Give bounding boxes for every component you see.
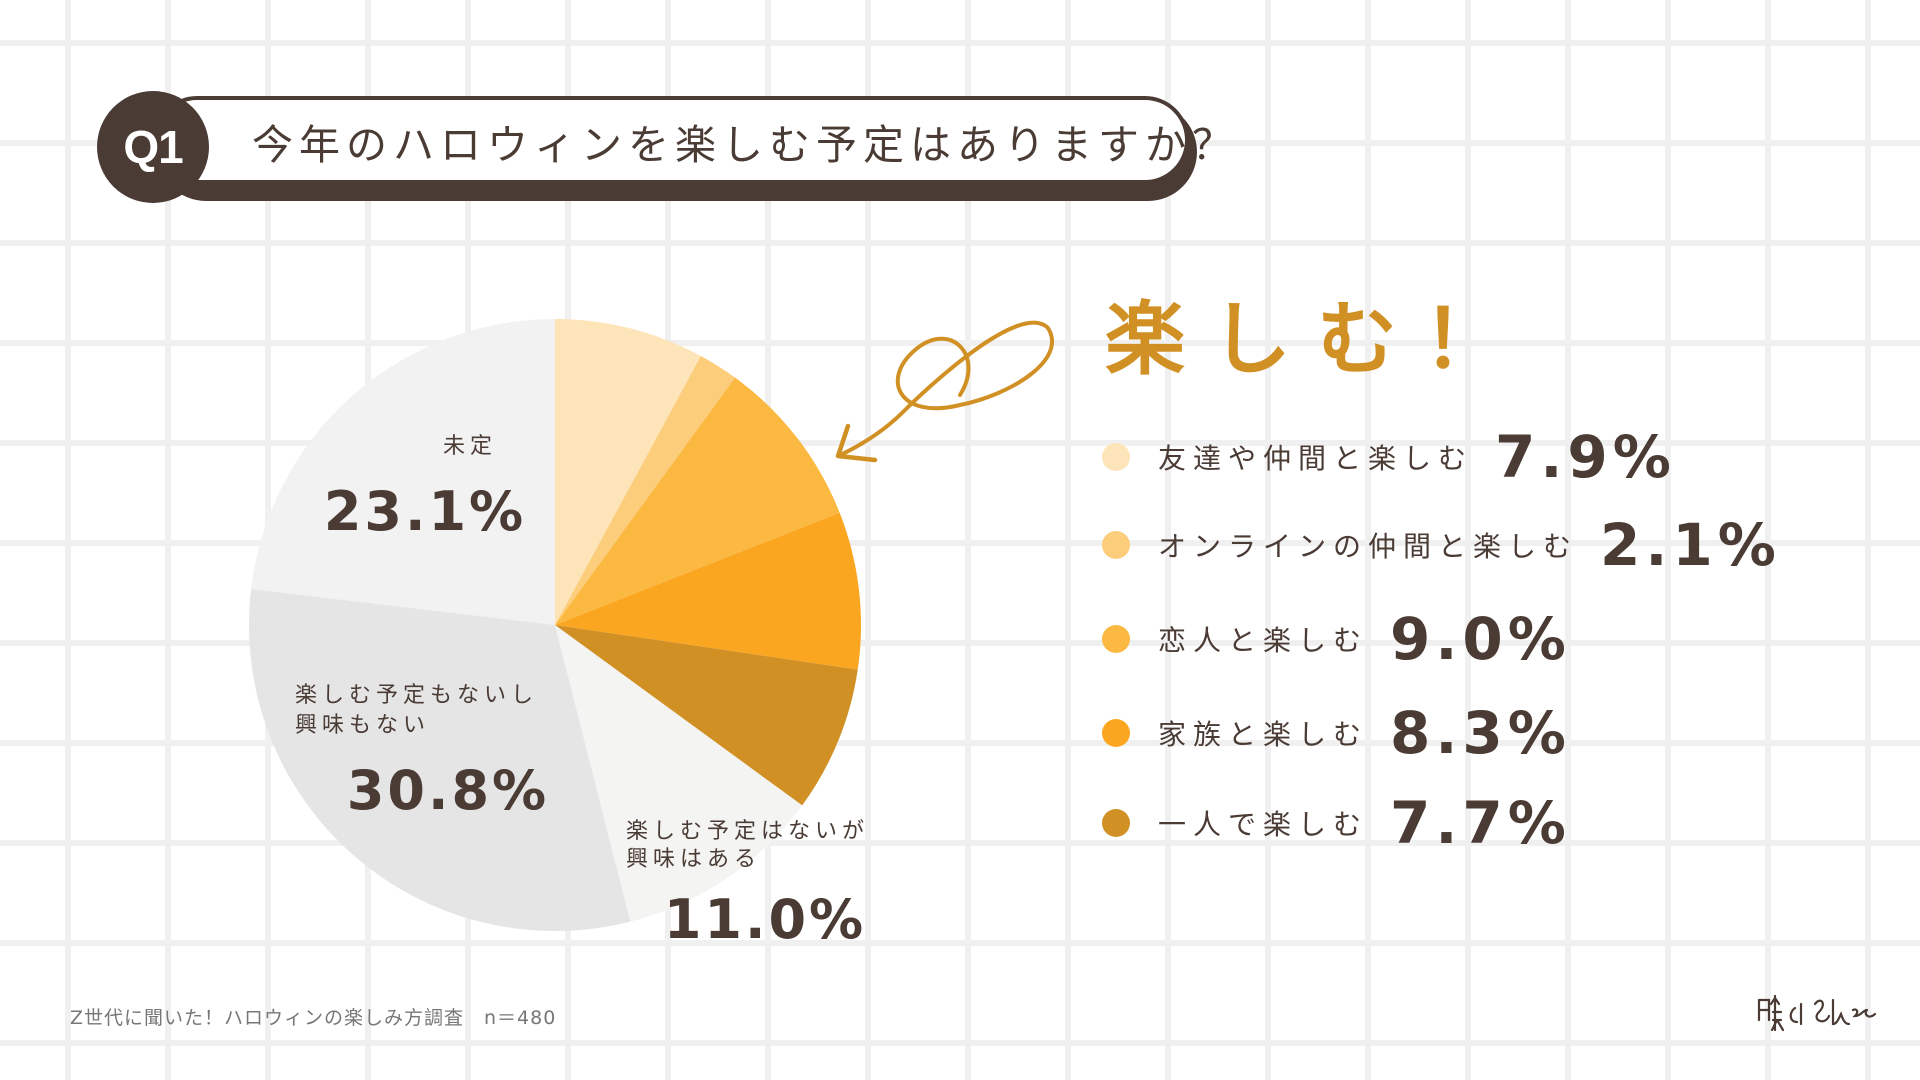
question-badge: Q1 [97, 91, 209, 203]
pie-slice-1 [555, 319, 701, 625]
pie-slice-2 [555, 356, 736, 625]
question-title: 今年のハロウィンを楽しむ予定はありますか？ [252, 121, 1239, 169]
legend-label: オンラインの仲間と楽しむ [1158, 530, 1579, 563]
question-pill [153, 96, 1189, 184]
legend-value: 7.7% [1390, 789, 1571, 857]
slice-value-no-interest: 30.8% [347, 759, 549, 822]
legend-item-online: オンラインの仲間と楽しむ 2.1% [1102, 510, 1781, 580]
pie-slice-6 [555, 625, 803, 922]
arrow-head-icon [835, 423, 878, 463]
pie-slice-5 [555, 625, 858, 806]
legend-item-family: 家族と楽しむ 8.3% [1102, 698, 1571, 768]
legend-dot-icon [1102, 443, 1130, 471]
legend-item-friends: 友達や仲間と楽しむ 7.9% [1102, 422, 1676, 492]
pie-slice-3 [555, 377, 840, 625]
slice-label-some-interest-line1: 楽しむ予定はないが [626, 819, 869, 844]
slice-value-some-interest: 11.0% [664, 888, 866, 951]
legend-label: 家族と楽しむ [1158, 718, 1369, 751]
source-note: Z世代に聞いた！ハロウィンの楽しみ方調査 n＝480 [70, 1007, 557, 1029]
enjoy-heading: 楽しむ！ [1105, 293, 1529, 386]
legend-dot-icon [1102, 809, 1130, 837]
pie-slice-7 [248, 588, 631, 931]
legend-dot-icon [1102, 531, 1130, 559]
legend-item-partner: 恋人と楽しむ 9.0% [1102, 604, 1571, 674]
slice-label-no-interest-line2: 興味もない [295, 713, 430, 738]
legend-value: 2.1% [1600, 511, 1781, 579]
legend-value: 8.3% [1390, 699, 1571, 767]
legend-dot-icon [1102, 625, 1130, 653]
slice-value-not-decided: 23.1% [324, 480, 526, 543]
legend-value: 7.9% [1495, 423, 1676, 491]
legend-label: 一人で楽しむ [1158, 808, 1369, 841]
legend-label: 友達や仲間と楽しむ [1158, 442, 1474, 475]
legend-value: 9.0% [1390, 605, 1571, 673]
slice-label-no-interest-line1: 楽しむ予定もないし [295, 683, 538, 708]
slice-label-not-decided: 未定 [443, 434, 497, 459]
curly-arrow-icon [838, 320, 1054, 457]
pie-slice-4 [555, 512, 861, 670]
legend-item-alone: 一人で楽しむ 7.7% [1102, 788, 1571, 858]
legend-dot-icon [1102, 719, 1130, 747]
logo [1757, 994, 1877, 1032]
slice-label-some-interest-line2: 興味はある [626, 847, 761, 872]
pie-slice-8 [251, 319, 555, 625]
pie-slices [248, 319, 861, 931]
legend-label: 恋人と楽しむ [1158, 624, 1369, 657]
question-banner: 今年のハロウィンを楽しむ予定はありますか？ Q1 [97, 91, 1233, 203]
